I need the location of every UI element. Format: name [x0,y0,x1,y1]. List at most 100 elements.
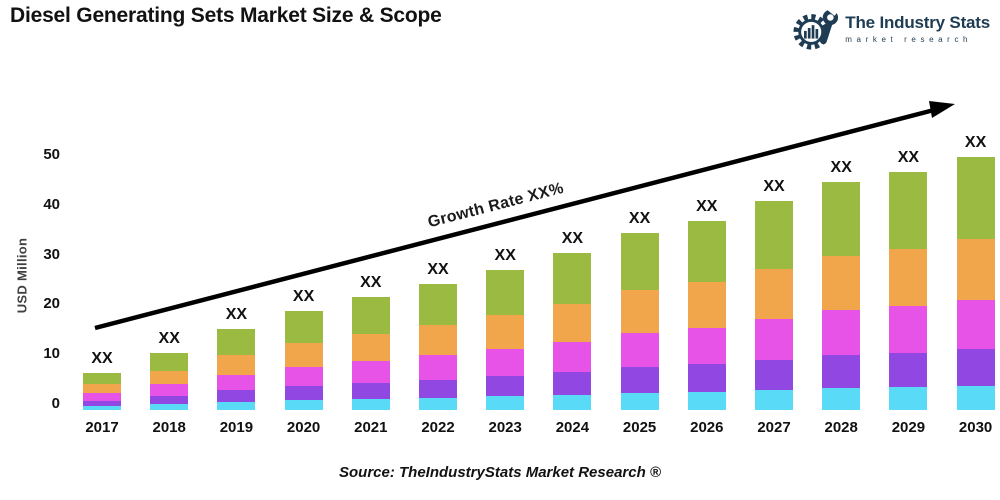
x-tick-label: 2030 [958,419,993,436]
bar-segment-segment-2 [217,390,256,403]
bar-segment-segment-3 [553,341,592,373]
bar-stack-2029 [889,171,928,410]
y-tick-label: 10 [43,345,60,363]
x-tick-label: 2028 [824,419,858,436]
bar-segment-segment-4 [553,304,592,342]
x-tick-label: 2017 [85,419,119,436]
x-tick-label: 2018 [152,419,186,436]
bar-segment-segment-3 [956,299,995,349]
bar-segment-segment-4 [687,282,726,328]
bar-segment-segment-5 [687,220,726,283]
bar-segment-segment-3 [217,374,256,391]
y-tick-label: 20 [43,295,60,313]
x-tick-label: 2024 [555,419,590,436]
bar-stack-2024 [553,252,592,410]
bar-stack-2019 [217,328,256,411]
x-tick-label: 2026 [690,419,724,436]
y-tick-label: 50 [43,146,60,163]
bar-segment-segment-2 [83,400,121,407]
bar-segment-segment-1 [486,396,525,410]
bar-segment-segment-1 [351,399,390,410]
bar-stack-2017 [83,372,121,410]
bar-value-label: XX [763,178,785,196]
bar-segment-segment-5 [486,269,525,315]
bar-segment-segment-2 [486,376,525,397]
bar-segment-segment-1 [620,393,659,410]
bar-segment-segment-4 [83,384,121,394]
bar-segment-segment-1 [687,392,726,410]
bar-segment-segment-2 [889,352,928,388]
bar-segment-segment-1 [889,387,928,410]
bar-segment-segment-5 [351,296,390,334]
bar-segment-segment-3 [419,355,457,380]
bar-segment-segment-4 [956,238,995,300]
bar-segment-segment-1 [755,390,793,410]
bar-segment-segment-5 [822,181,861,256]
bar-segment-segment-1 [150,404,189,410]
bar-value-label: XX [225,305,248,323]
bar-segment-segment-5 [83,372,121,385]
bar-segment-segment-4 [822,255,861,311]
bar-value-label: XX [91,349,113,367]
bar-segment-segment-4 [217,355,256,375]
bar-segment-segment-5 [419,284,457,325]
bar-segment-segment-2 [755,360,793,391]
bar-segment-segment-2 [284,385,323,401]
bar-segment-segment-1 [956,385,995,410]
bar-segment-segment-3 [83,393,121,401]
logo-name: The Industry Stats [845,13,990,33]
bar-segment-segment-5 [889,171,928,249]
bar-segment-segment-3 [755,319,793,361]
bar-segment-segment-5 [284,311,323,344]
x-tick-label: 2022 [421,419,455,436]
x-tick-label: 2019 [219,419,254,436]
trend-arrow-label: Growth Rate XX% [426,179,566,232]
bar-segment-segment-2 [822,355,861,389]
bar-segment-segment-2 [419,379,457,398]
bar-stack-2028 [822,181,861,411]
bar-segment-segment-1 [284,400,323,410]
bar-segment-segment-1 [217,402,256,410]
bar-segment-segment-3 [486,348,525,377]
bar-segment-segment-4 [284,343,323,367]
y-tick-label: 30 [43,245,60,263]
bar-segment-segment-5 [150,353,189,371]
gear-wrench-logo-icon [793,6,840,50]
bar-segment-segment-3 [620,333,659,368]
y-tick-label: 40 [43,195,60,213]
bar-segment-segment-2 [956,348,995,386]
bar-segment-segment-2 [553,372,592,395]
bar-value-label: XX [897,148,920,166]
bar-segment-segment-3 [889,306,928,353]
bar-stack-2025 [620,232,659,410]
bar-segment-segment-4 [620,290,659,333]
bar-value-label: XX [360,273,382,291]
bar-segment-segment-4 [419,324,457,356]
bar-value-label: XX [628,209,651,227]
bar-segment-segment-4 [150,370,189,385]
x-tick-label: 2027 [757,419,791,436]
bar-segment-segment-2 [351,383,390,400]
bar-value-label: XX [964,134,987,151]
bar-segment-segment-3 [687,327,726,365]
bar-stack-2021 [351,296,390,410]
bar-segment-segment-1 [553,394,592,410]
x-tick-label: 2025 [622,419,657,436]
logo-tagline: market research [845,34,973,44]
bar-segment-segment-5 [553,252,592,305]
bar-segment-segment-4 [889,248,928,307]
bar-stack-2027 [755,201,793,410]
bar-value-label: XX [292,288,315,306]
bar-stack-2023 [486,269,525,410]
x-tick-label: 2023 [488,419,522,436]
bar-segment-segment-5 [956,157,995,239]
x-tick-label: 2021 [354,419,388,436]
bar-segment-segment-4 [351,333,390,361]
bar-segment-segment-5 [620,232,659,291]
bar-segment-segment-2 [620,367,659,394]
bar-segment-segment-1 [822,388,861,410]
source-note: Source: TheIndustryStats Market Research… [339,464,661,481]
page-title: Diesel Generating Sets Market Size & Sco… [10,4,442,27]
bar-value-label: XX [561,229,584,247]
